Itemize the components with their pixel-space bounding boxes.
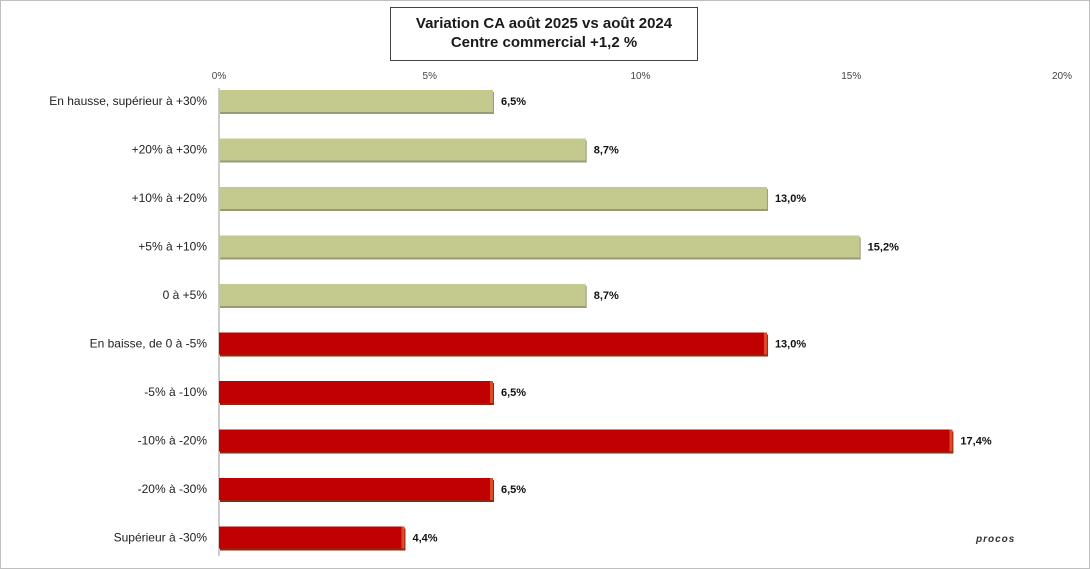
category-label: 0 à +5% — [163, 288, 208, 302]
bar — [219, 284, 586, 306]
data-label: 13,0% — [775, 193, 806, 205]
x-tick-label: 15% — [841, 71, 861, 82]
bar — [219, 187, 767, 209]
category-label: +20% à +30% — [132, 143, 208, 157]
bar-edge — [949, 429, 953, 452]
bar — [219, 235, 860, 258]
data-label: 6,5% — [501, 387, 526, 399]
category-label: En baisse, de 0 à -5% — [90, 337, 208, 351]
category-label: -10% à -20% — [138, 434, 208, 448]
bar-edge — [401, 526, 405, 549]
category-label: En hausse, supérieur à +30% — [49, 94, 207, 108]
bar-edge — [489, 381, 493, 403]
bar — [219, 381, 493, 403]
bar — [219, 90, 493, 112]
data-label: 17,4% — [960, 436, 991, 448]
category-label: +5% à +10% — [138, 240, 207, 254]
bar — [219, 526, 405, 549]
bar — [219, 332, 767, 355]
data-label: 15,2% — [868, 242, 899, 254]
procos-logo: procos — [976, 534, 1016, 545]
bar — [219, 478, 493, 500]
data-label: 6,5% — [501, 484, 526, 496]
data-label: 4,4% — [412, 533, 437, 545]
bar — [219, 138, 586, 161]
chart-title: Variation CA août 2025 vs août 2024 — [415, 15, 673, 32]
x-tick-label: 0% — [212, 71, 227, 82]
category-label: -20% à -30% — [138, 482, 208, 496]
category-label: +10% à +20% — [132, 191, 208, 205]
data-label: 8,7% — [594, 290, 619, 302]
chart-title-box: Variation CA août 2025 vs août 2024 Cent… — [390, 7, 698, 61]
x-tick-label: 10% — [630, 71, 650, 82]
data-label: 8,7% — [594, 145, 619, 157]
chart-subtitle: Centre commercial +1,2 % — [450, 34, 638, 51]
data-label: 6,5% — [501, 96, 526, 108]
category-label: Supérieur à -30% — [114, 531, 208, 545]
data-label: 13,0% — [775, 339, 806, 351]
bar-edge — [489, 478, 493, 500]
category-label: -5% à -10% — [144, 385, 207, 399]
x-tick-label: 5% — [423, 71, 438, 82]
x-tick-label: 20% — [1052, 71, 1072, 82]
bar — [219, 429, 953, 452]
bar-edge — [763, 332, 767, 355]
